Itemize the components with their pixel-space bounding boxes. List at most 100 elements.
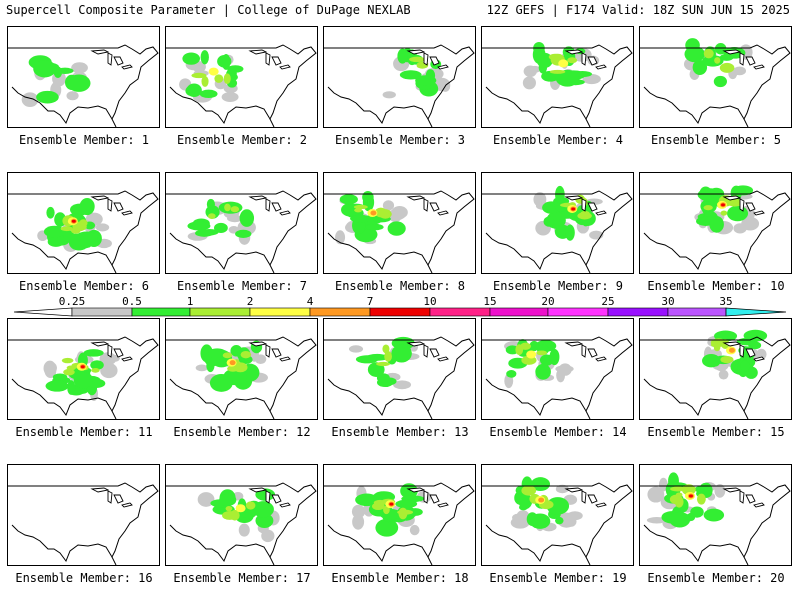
great-lake xyxy=(121,64,133,70)
legend-swatch xyxy=(309,307,371,317)
ensemble-member-label: Ensemble Member: 2 xyxy=(176,133,308,147)
great-lake xyxy=(745,56,756,66)
great-lake xyxy=(429,56,440,66)
legend-swatch xyxy=(249,307,311,317)
florida-coast xyxy=(743,118,749,127)
great-lake xyxy=(90,49,110,55)
us-border xyxy=(324,44,475,125)
us-map xyxy=(166,482,317,565)
great-lake xyxy=(745,494,756,504)
great-lake xyxy=(437,64,449,70)
color-legend: 0.25 0.5 1 2 4 7 10 15 20 25 30 35 xyxy=(0,295,800,319)
ensemble-member-map xyxy=(7,172,160,274)
great-lake xyxy=(581,344,587,358)
us-border xyxy=(482,44,633,125)
great-lake xyxy=(564,195,584,201)
great-lake xyxy=(279,356,291,362)
great-lake xyxy=(595,356,607,362)
us-border xyxy=(640,190,791,271)
great-lake xyxy=(90,487,110,493)
great-lake xyxy=(745,348,756,358)
scp-contours xyxy=(694,185,760,235)
great-lake xyxy=(423,490,429,504)
great-lake xyxy=(107,198,113,212)
great-lake xyxy=(248,341,268,347)
ensemble-member-label: Ensemble Member: 15 xyxy=(647,425,785,439)
us-border xyxy=(8,44,159,125)
us-map xyxy=(324,44,475,127)
scp-contours xyxy=(504,339,574,389)
ensemble-member-label: Ensemble Member: 3 xyxy=(334,133,466,147)
great-lake xyxy=(423,198,429,212)
ensemble-member-map xyxy=(639,26,792,128)
us-border xyxy=(8,336,159,417)
florida-coast xyxy=(743,556,749,565)
great-lake xyxy=(90,341,110,347)
ensemble-member-map xyxy=(323,26,476,128)
us-border xyxy=(482,190,633,271)
us-border xyxy=(482,336,633,417)
great-lake xyxy=(265,52,271,66)
us-border xyxy=(166,44,317,125)
legend-tick-label: 4 xyxy=(306,295,314,308)
great-lake xyxy=(265,198,271,212)
legend-tick-label: 0.5 xyxy=(122,295,142,308)
ensemble-member-map xyxy=(165,318,318,420)
ensemble-member-map xyxy=(165,172,318,274)
us-border xyxy=(640,482,791,563)
great-lake xyxy=(437,356,449,362)
legend-arrow-right xyxy=(725,307,787,317)
us-map xyxy=(640,329,791,419)
ensemble-member-map xyxy=(323,464,476,566)
great-lake xyxy=(271,56,282,66)
great-lake xyxy=(739,490,745,504)
great-lake xyxy=(406,195,426,201)
ensemble-member-label: Ensemble Member: 9 xyxy=(492,279,624,293)
legend-tick-label: 35 xyxy=(719,295,733,308)
us-map xyxy=(482,185,633,273)
legend-swatch xyxy=(607,307,669,317)
florida-coast xyxy=(743,410,749,419)
florida-coast xyxy=(743,264,749,273)
scp-contours xyxy=(195,340,268,392)
great-lake xyxy=(271,348,282,358)
legend-swatch xyxy=(369,307,431,317)
ensemble-member-label: Ensemble Member: 6 xyxy=(18,279,150,293)
great-lake xyxy=(722,487,742,493)
great-lake xyxy=(564,487,584,493)
great-lake xyxy=(90,195,110,201)
great-lake xyxy=(753,64,765,70)
legend-swatch xyxy=(667,307,727,317)
legend-arrow-left xyxy=(13,307,73,317)
us-border xyxy=(166,190,317,271)
us-border xyxy=(8,190,159,271)
ensemble-member-map xyxy=(481,464,634,566)
great-lake xyxy=(429,348,440,358)
map-title: Supercell Composite Parameter | College … xyxy=(6,3,411,17)
legend-tick-label: 30 xyxy=(661,295,675,308)
us-map xyxy=(482,336,633,419)
ensemble-member-map xyxy=(639,318,792,420)
great-lake xyxy=(595,502,607,508)
ensemble-member-label: Ensemble Member: 5 xyxy=(650,133,782,147)
us-map xyxy=(640,185,791,273)
great-lake xyxy=(587,494,598,504)
great-lake xyxy=(107,344,113,358)
run-valid-time: 12Z GEFS | F174 Valid: 18Z SUN JUN 15 20… xyxy=(486,3,790,17)
great-lake xyxy=(279,210,291,216)
great-lake xyxy=(581,52,587,66)
ensemble-member-map xyxy=(481,172,634,274)
ensemble-member-map xyxy=(7,26,160,128)
florida-coast xyxy=(427,410,433,419)
legend-tick-label: 1 xyxy=(186,295,194,308)
scp-contours xyxy=(382,47,451,99)
us-border xyxy=(324,336,475,417)
great-lake xyxy=(429,202,440,212)
great-lake xyxy=(722,195,742,201)
great-lake xyxy=(437,210,449,216)
great-lake xyxy=(595,64,607,70)
great-lake xyxy=(423,344,429,358)
great-lake xyxy=(587,202,598,212)
ensemble-member-map xyxy=(7,464,160,566)
scp-contours xyxy=(21,55,91,107)
